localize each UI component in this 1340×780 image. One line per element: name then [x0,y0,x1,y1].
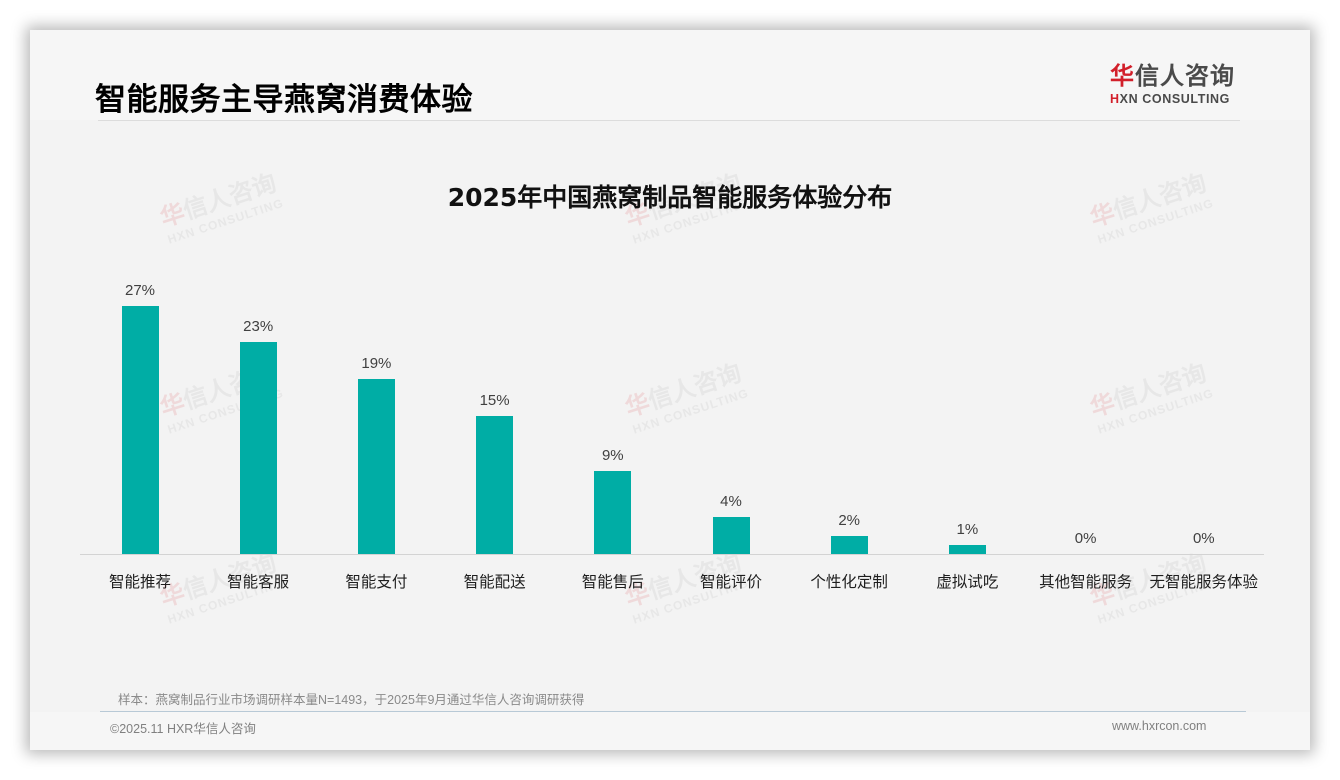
category-label: 其他智能服务 [1039,574,1133,591]
chart-title: 2025年中国燕窝制品智能服务体验分布 [447,183,893,212]
category-label: 智能客服 [227,574,290,591]
bar [476,416,514,554]
header-divider [98,120,1240,121]
bar [830,536,868,554]
bar-chart: 27% 智能推荐 23% 智能客服 19% 智能支付 15% 智能配送 9% 智能售后 4% 智能评价… [80,260,1264,600]
brand-logo: 华信人咨询 HXN CONSULTING [1110,63,1245,107]
value-label: 4% [720,493,742,510]
category-label: 虚拟试吃 [936,574,999,591]
category-label: 智能推荐 [108,574,171,591]
logo-en-accent: H [1110,92,1120,106]
website-link: www.hxrcon.com [1112,719,1207,733]
category-label: 个性化定制 [810,574,888,591]
value-label: 19% [361,355,392,372]
copyright-text: ©2025.11 HXR华信人咨询 [110,722,256,736]
value-label: 0% [1074,530,1097,547]
category-label: 智能支付 [345,574,408,591]
value-label: 23% [243,318,274,335]
bar [948,545,986,554]
value-label: 27% [124,282,156,299]
bar [594,471,632,554]
category-label: 无智能服务体验 [1149,574,1259,591]
footer-band [30,712,1310,750]
logo-english: HXN CONSULTING [1110,91,1245,107]
logo-en-text: XN CONSULTING [1119,92,1230,106]
value-label: 0% [1192,530,1215,547]
bar [239,342,277,554]
bar [357,379,395,554]
slide: 智能服务主导燕窝消费体验 华信人咨询 HXN CONSULTING 华信人咨询 H… [30,30,1310,750]
bar [121,306,159,554]
value-label: 2% [838,512,861,529]
category-label: 智能售后 [581,574,644,591]
sample-footnote: 样本：燕窝制品行业市场调研样本量N=1493，于2025年9月通过华信人咨询调研… [118,693,585,707]
logo-chinese: 华信人咨询 [1110,63,1245,91]
category-label: 智能配送 [463,574,526,591]
header-band [30,30,1310,120]
value-label: 9% [601,447,624,464]
x-axis-line [80,554,1264,555]
footer-divider [100,711,1246,712]
logo-accent-char: 华 [1110,63,1135,90]
value-label: 1% [956,521,979,538]
value-label: 15% [479,392,510,409]
bar [712,517,750,554]
category-label: 智能评价 [699,574,762,591]
logo-cn-text: 信人咨询 [1135,63,1235,90]
page-title: 智能服务主导燕窝消费体验 [95,82,473,118]
